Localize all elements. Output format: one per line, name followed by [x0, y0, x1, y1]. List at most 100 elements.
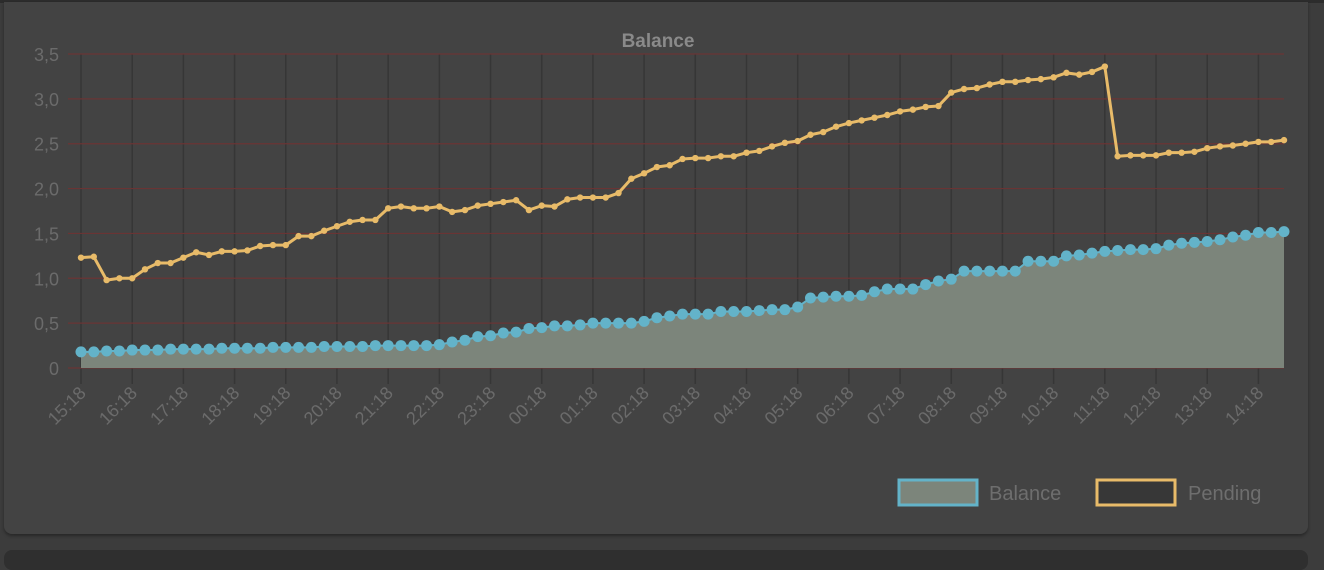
- balance-point[interactable]: [177, 343, 189, 355]
- pending-point[interactable]: [474, 202, 481, 209]
- pending-point[interactable]: [116, 275, 123, 282]
- pending-point[interactable]: [628, 175, 635, 182]
- pending-point[interactable]: [218, 248, 225, 255]
- pending-point[interactable]: [1127, 152, 1134, 159]
- pending-point[interactable]: [397, 203, 405, 210]
- balance-point[interactable]: [996, 265, 1008, 277]
- pending-point[interactable]: [1216, 143, 1224, 150]
- pending-point[interactable]: [845, 119, 853, 127]
- pending-point[interactable]: [1268, 138, 1275, 146]
- balance-point[interactable]: [958, 265, 970, 277]
- balance-point[interactable]: [485, 330, 497, 342]
- pending-point[interactable]: [640, 170, 648, 177]
- pending-point[interactable]: [986, 81, 993, 88]
- pending-point[interactable]: [666, 162, 673, 169]
- balance-point[interactable]: [254, 342, 266, 354]
- balance-point[interactable]: [369, 340, 381, 352]
- balance-point[interactable]: [779, 304, 791, 316]
- balance-point[interactable]: [75, 346, 87, 358]
- pending-point[interactable]: [269, 241, 277, 249]
- balance-point[interactable]: [689, 308, 701, 320]
- balance-point[interactable]: [792, 301, 804, 313]
- balance-point[interactable]: [984, 265, 996, 277]
- pending-point[interactable]: [999, 78, 1006, 86]
- balance-point[interactable]: [1252, 227, 1264, 239]
- balance-point[interactable]: [229, 342, 241, 354]
- balance-point[interactable]: [357, 340, 369, 352]
- balance-point[interactable]: [203, 343, 215, 355]
- pending-point[interactable]: [692, 154, 699, 162]
- pending-point[interactable]: [858, 117, 865, 124]
- balance-point[interactable]: [1099, 245, 1111, 257]
- pending-point[interactable]: [1165, 149, 1173, 156]
- balance-point[interactable]: [1009, 265, 1021, 277]
- pending-point[interactable]: [244, 247, 251, 254]
- pending-point[interactable]: [77, 254, 85, 261]
- pending-point[interactable]: [922, 103, 929, 111]
- balance-point[interactable]: [1201, 236, 1213, 248]
- balance-point[interactable]: [881, 283, 893, 295]
- pending-point[interactable]: [1114, 153, 1121, 160]
- balance-point[interactable]: [1086, 247, 1098, 259]
- pending-point[interactable]: [282, 241, 289, 249]
- balance-point[interactable]: [1214, 234, 1226, 246]
- legend-item-pending[interactable]: Pending: [1095, 478, 1261, 507]
- pending-point[interactable]: [525, 206, 533, 214]
- pending-point[interactable]: [410, 205, 417, 212]
- pending-point[interactable]: [487, 200, 494, 208]
- balance-point[interactable]: [894, 283, 906, 295]
- balance-point[interactable]: [293, 341, 305, 353]
- pending-point[interactable]: [781, 139, 789, 147]
- pending-point[interactable]: [743, 149, 750, 156]
- pending-point[interactable]: [768, 143, 776, 150]
- pending-point[interactable]: [1255, 138, 1262, 146]
- balance-point[interactable]: [817, 291, 829, 303]
- balance-point[interactable]: [561, 320, 573, 332]
- balance-point[interactable]: [728, 305, 740, 317]
- pending-point[interactable]: [717, 153, 725, 160]
- balance-point[interactable]: [920, 279, 932, 291]
- balance-point[interactable]: [1278, 226, 1290, 238]
- pending-point[interactable]: [1229, 142, 1237, 149]
- balance-point[interactable]: [1240, 229, 1252, 241]
- pending-point[interactable]: [205, 251, 213, 259]
- pending-point[interactable]: [372, 216, 379, 224]
- balance-point[interactable]: [804, 292, 816, 304]
- balance-point[interactable]: [1150, 243, 1162, 255]
- pending-point[interactable]: [359, 216, 366, 224]
- pending-point[interactable]: [436, 203, 443, 210]
- balance-point[interactable]: [932, 275, 944, 287]
- balance-point[interactable]: [318, 340, 330, 352]
- pending-point[interactable]: [512, 197, 520, 204]
- balance-point[interactable]: [101, 345, 113, 357]
- balance-point[interactable]: [241, 342, 253, 354]
- balance-point[interactable]: [472, 331, 484, 343]
- pending-point[interactable]: [180, 254, 187, 261]
- balance-point[interactable]: [971, 265, 983, 277]
- pending-point[interactable]: [1050, 74, 1057, 81]
- pending-point[interactable]: [384, 205, 392, 212]
- pending-point[interactable]: [1037, 75, 1045, 83]
- balance-point[interactable]: [702, 308, 714, 320]
- balance-point[interactable]: [408, 340, 420, 352]
- pending-point[interactable]: [653, 163, 661, 171]
- balance-point[interactable]: [766, 304, 778, 316]
- pending-point[interactable]: [935, 102, 942, 110]
- pending-point[interactable]: [320, 227, 328, 234]
- balance-point[interactable]: [907, 283, 919, 295]
- pending-point[interactable]: [461, 206, 469, 214]
- pending-point[interactable]: [1012, 78, 1019, 86]
- balance-point[interactable]: [510, 326, 522, 338]
- balance-point[interactable]: [421, 340, 433, 352]
- pending-point[interactable]: [308, 232, 315, 240]
- pending-point[interactable]: [551, 203, 558, 210]
- pending-point[interactable]: [538, 202, 545, 209]
- balance-point[interactable]: [843, 290, 855, 302]
- balance-point[interactable]: [677, 308, 688, 320]
- pending-point[interactable]: [1063, 69, 1070, 77]
- pending-point[interactable]: [90, 253, 97, 260]
- pending-point[interactable]: [500, 198, 507, 206]
- balance-point[interactable]: [382, 340, 394, 352]
- balance-point[interactable]: [331, 340, 343, 352]
- balance-point[interactable]: [523, 323, 535, 335]
